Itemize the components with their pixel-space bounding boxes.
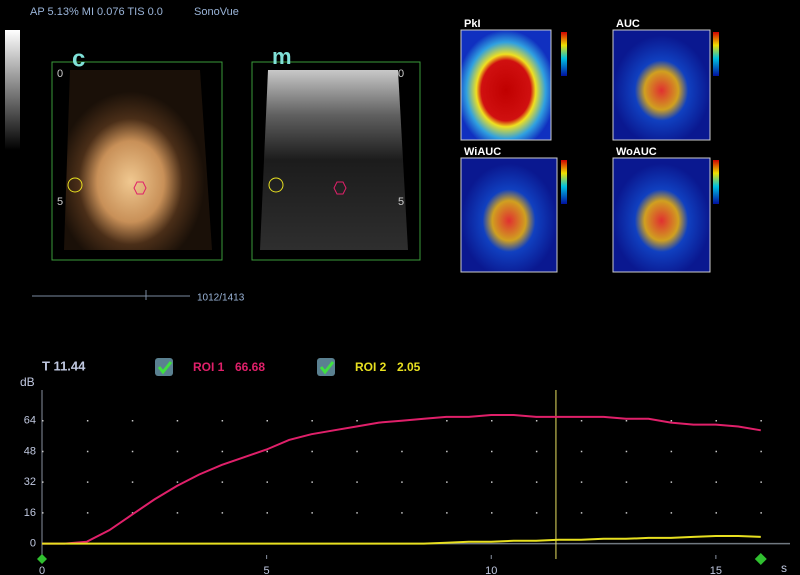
depth-label: 5 [398,196,404,208]
map-label: WiAUC [464,146,501,158]
roi-checkbox[interactable] [317,358,335,376]
map-woauc: WoAUC [612,146,719,273]
x-axis-label: s [781,561,787,575]
map-pki: PkI [460,18,567,141]
mode-label: m [272,44,292,69]
roi-2-outline [268,177,284,193]
legend-value: 66.68 [235,360,265,374]
roi-checkbox[interactable] [155,358,173,376]
end-marker [754,553,767,565]
x-tick-label: 15 [710,565,722,575]
map-auc: AUC [612,18,719,141]
series-line [42,535,761,545]
agent-text: SonoVue [194,6,239,18]
series-line [42,414,761,545]
y-tick-label: 32 [24,476,36,488]
roi-1-outline [333,181,347,195]
x-tick-label: 5 [264,565,270,575]
y-tick-label: 0 [30,538,36,550]
depth-label: 0 [398,68,404,80]
roi-2-outline [67,177,83,193]
mode-image [260,70,408,250]
y-tick-label: 48 [24,445,36,457]
check-mark [319,361,335,375]
roi-legend-item: ROI 2 2.05 [317,358,421,376]
map-wiauc: WiAUC [460,146,567,273]
gray-scale-bar [5,30,20,150]
legend-value: 2.05 [397,360,421,374]
contrast-image [64,70,212,250]
roi-legend-item: ROI 1 66.68 [155,358,265,376]
check-mark [157,361,173,375]
status-text: AP 5.13% MI 0.076 TIS 0.0 [30,6,163,18]
map-label: AUC [616,18,640,30]
map-label: PkI [464,18,481,30]
frame-counter: 1012/1413 [197,293,245,304]
y-tick-label: 16 [24,507,36,519]
roi-1-outline [133,181,147,195]
x-tick-label: 0 [39,565,45,575]
y-tick-label: 64 [24,415,36,427]
depth-label: 0 [57,68,63,80]
legend-name: ROI 1 [193,360,225,374]
depth-label: 5 [57,196,63,208]
x-tick-label: 10 [485,565,497,575]
start-marker [37,554,47,564]
legend-name: ROI 2 [355,360,387,374]
map-label: WoAUC [616,146,657,158]
contrast-label: c [72,45,85,72]
y-axis-label: dB [20,375,35,389]
cursor-label: T 11.44 [42,358,86,373]
